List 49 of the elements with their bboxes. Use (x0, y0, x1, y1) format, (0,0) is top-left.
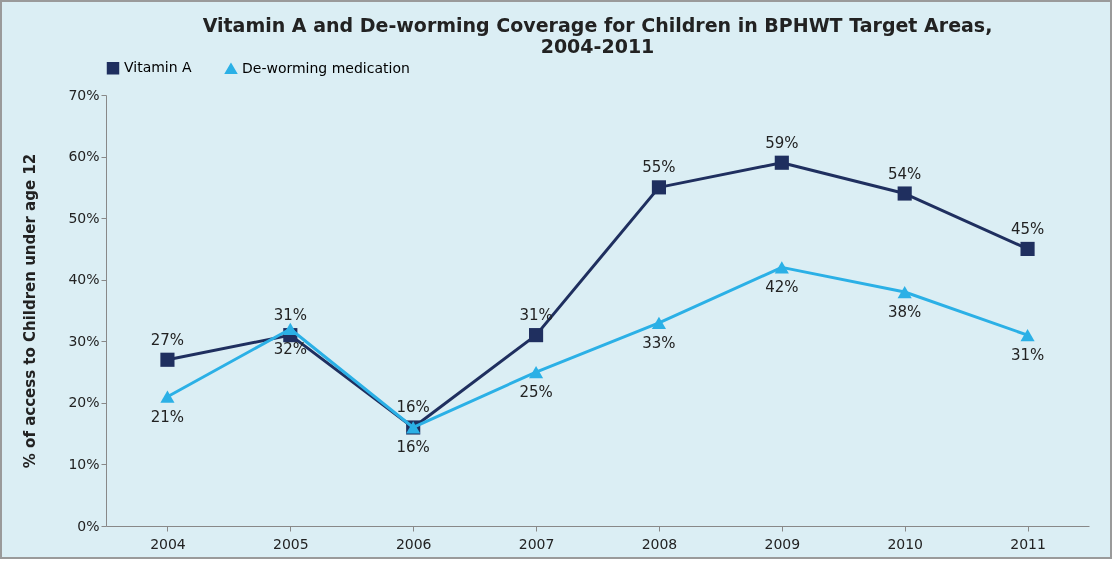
data-label: 31% (1010, 346, 1045, 365)
x-tick-label: 2009 (764, 535, 801, 552)
point (160, 390, 175, 403)
data-label: 55% (642, 158, 676, 177)
data-label: 54% (888, 164, 922, 183)
x-tick-label: 2006 (395, 535, 432, 552)
data-label: 59% (765, 133, 799, 152)
data-label: 16% (396, 438, 430, 457)
data-label: 25% (519, 383, 553, 402)
point (283, 322, 298, 336)
point (528, 365, 544, 379)
y-axis-title: % of access to Children under age 12 (21, 153, 40, 469)
y-tick-label: 60% (68, 148, 100, 165)
y-tick-label: 0% (77, 517, 100, 534)
point (160, 352, 175, 367)
legend-label: Vitamin A (124, 59, 193, 76)
y-tick-label: 20% (68, 394, 100, 411)
point (774, 155, 789, 170)
point (774, 261, 789, 274)
data-label: 21% (150, 407, 185, 426)
data-label: 16% (396, 398, 430, 417)
y-tick-label: 30% (68, 332, 100, 349)
point (651, 180, 667, 195)
chart-title: Vitamin A and De-worming Coverage for Children in BPHWT Target Areas, 2004-2011 (202, 14, 993, 57)
data-label: 45% (1010, 219, 1045, 238)
data-label: 31% (273, 306, 307, 325)
x-tick-label: 2008 (641, 535, 678, 552)
data-label: 42% (765, 278, 799, 297)
data-label: 33% (642, 333, 676, 352)
point (651, 316, 667, 329)
y-tick-label: 50% (68, 209, 100, 226)
legend-label: De-worming medication (242, 59, 410, 76)
y-tick-label: 70% (68, 86, 100, 103)
x-tick-label: 2005 (272, 535, 309, 552)
point (897, 186, 912, 201)
point (1020, 329, 1035, 342)
x-tick-label: 2011 (1010, 535, 1046, 552)
x-tick-label: 2007 (518, 535, 555, 552)
data-label: 32% (273, 339, 307, 358)
data-label: 38% (888, 303, 922, 322)
y-tick-label: 10% (68, 455, 100, 472)
data-label: 27% (150, 330, 185, 349)
x-tick-label: 2004 (150, 535, 186, 552)
y-tick-label: 40% (68, 271, 100, 288)
point (897, 285, 912, 299)
point (528, 328, 544, 343)
data-label: 31% (519, 306, 553, 325)
x-tick-label: 2010 (887, 535, 924, 552)
point (1020, 241, 1035, 256)
